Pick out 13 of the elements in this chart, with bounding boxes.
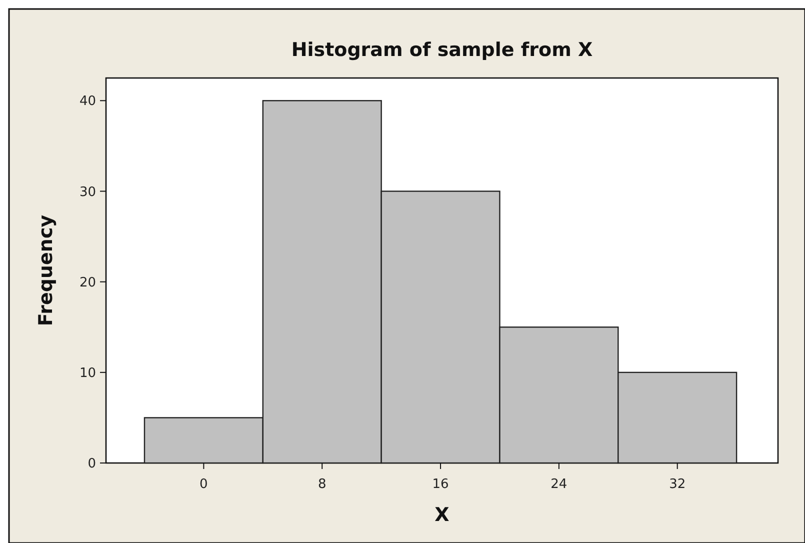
- y-axis-title: Frequency: [35, 214, 57, 326]
- x-tick-label: 16: [432, 477, 449, 492]
- x-tick-label: 0: [200, 477, 208, 492]
- x-tick-label: 32: [669, 477, 686, 492]
- chart-title: Histogram of sample from X: [291, 39, 593, 61]
- y-tick-label: 0: [88, 456, 96, 472]
- x-axis-title: X: [434, 504, 450, 526]
- x-tick-label: 8: [318, 477, 326, 492]
- y-tick-label: 40: [79, 94, 96, 110]
- y-tick-label: 10: [79, 366, 96, 381]
- y-tick-label: 30: [79, 184, 96, 200]
- y-tick-label: 20: [79, 275, 96, 290]
- x-tick-label: 24: [550, 477, 568, 492]
